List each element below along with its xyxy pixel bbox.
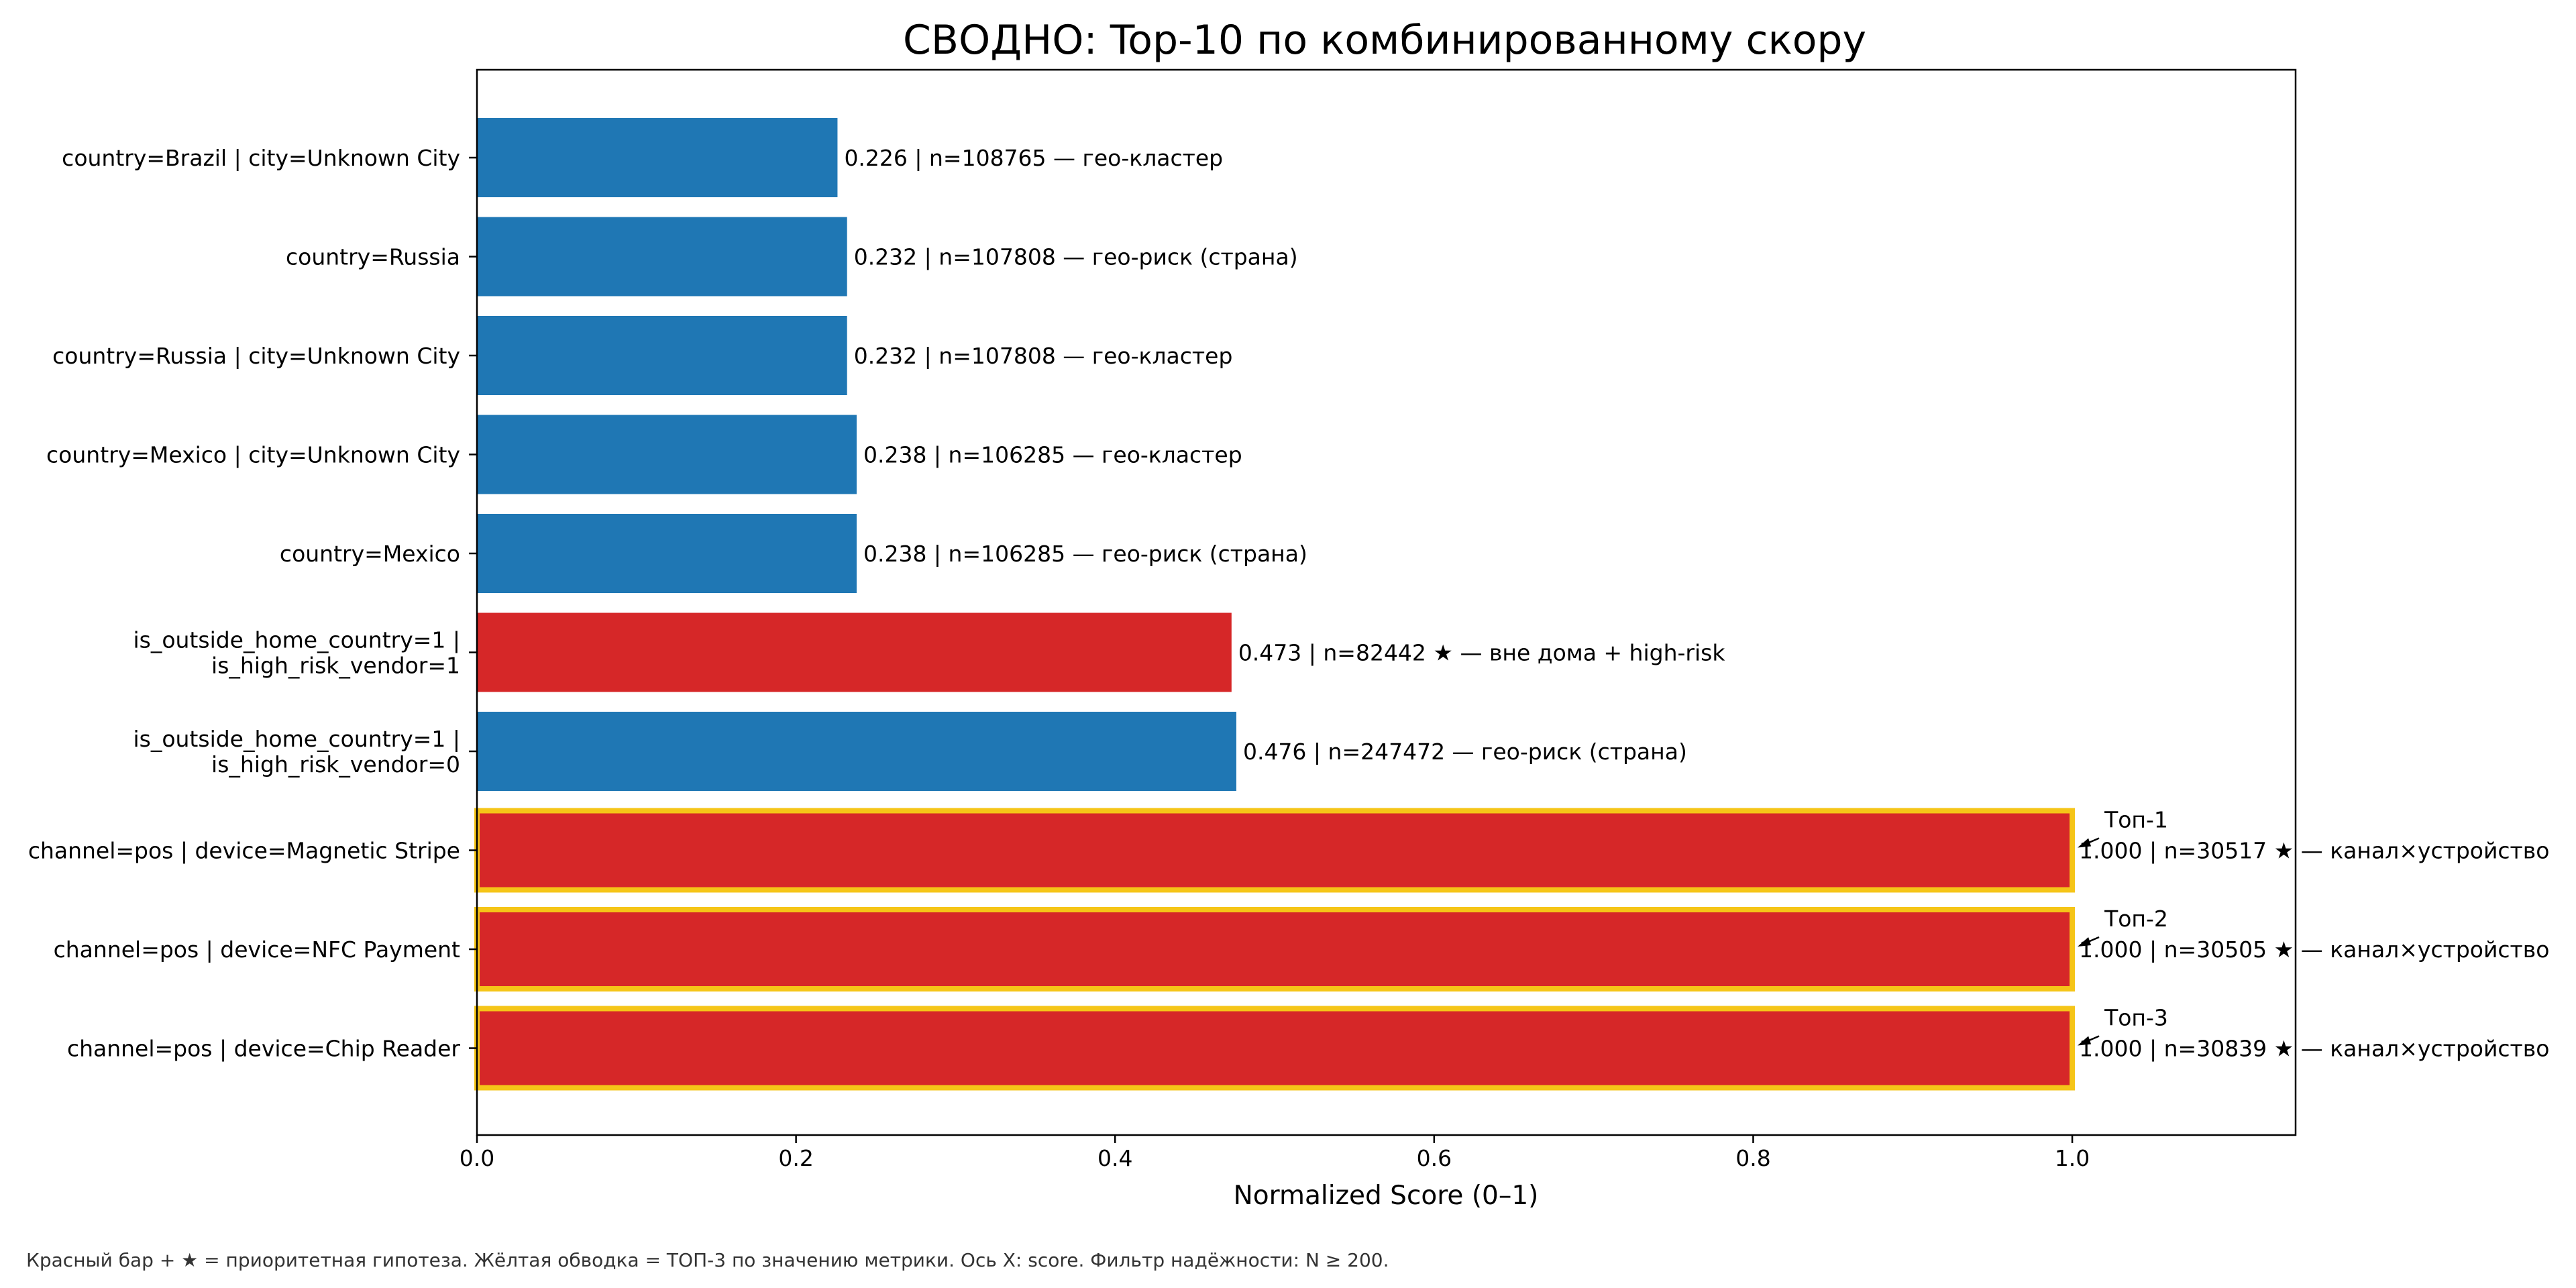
bar: [477, 612, 1232, 692]
y-tick-label: country=Russia: [286, 244, 460, 270]
y-tick-label: country=Russia | city=Unknown City: [52, 343, 460, 369]
x-tick-label: 0.4: [1097, 1145, 1132, 1171]
bar: [477, 118, 838, 197]
annotation-arrowhead: [2078, 838, 2092, 848]
y-tick-label: channel=pos | device=NFC Payment: [54, 936, 460, 963]
data-label: 1.000 | n=30517 ★ — канал×устройство: [2079, 838, 2549, 864]
x-tick-label: 0.2: [778, 1145, 813, 1171]
y-tick-label: is_outside_home_country=1 | is_high_risk_…: [133, 627, 460, 679]
y-tick-label: channel=pos | device=Chip Reader: [67, 1036, 460, 1062]
bar: [477, 217, 847, 297]
data-label: 0.473 | n=82442 ★ — вне дома + high-risk: [1238, 640, 1726, 666]
x-axis-label: Normalized Score (0–1): [1234, 1181, 1539, 1211]
y-tick-label: channel=pos | device=Magnetic Stripe: [28, 838, 460, 864]
top-annotation: Топ-2: [2104, 906, 2168, 932]
data-label: 0.232 | n=107808 — гео-кластер: [854, 343, 1233, 369]
annotation-arrowhead: [2078, 1036, 2092, 1046]
bar: [477, 514, 857, 593]
data-label: 0.238 | n=106285 — гео-кластер: [863, 442, 1242, 468]
data-label: 1.000 | n=30505 ★ — канал×устройство: [2079, 936, 2549, 963]
bar: [477, 415, 857, 494]
footnote: Красный бар + ★ = приоритетная гипотеза.…: [26, 1249, 1389, 1271]
chart-title: СВОДНО: Top-10 по комбинированному скору: [903, 17, 1866, 64]
bar: [477, 316, 847, 395]
bar: [477, 712, 1236, 791]
data-label: 0.238 | n=106285 — гео-риск (страна): [863, 541, 1307, 567]
y-tick-label: is_outside_home_country=1 | is_high_risk_…: [133, 726, 460, 777]
bar: [474, 1006, 2076, 1091]
top-annotation: Топ-3: [2104, 1005, 2168, 1031]
annotation-arrowhead: [2078, 937, 2092, 947]
data-label: 0.476 | n=247472 — гео-риск (страна): [1243, 739, 1687, 765]
plot-frame: [476, 68, 2297, 1136]
x-tick-label: 1.0: [2055, 1145, 2090, 1171]
top-annotation: Топ-1: [2104, 807, 2168, 833]
data-label: 1.000 | n=30839 ★ — канал×устройство: [2079, 1036, 2549, 1062]
y-tick-label: country=Mexico | city=Unknown City: [46, 442, 460, 468]
bar: [474, 808, 2076, 893]
y-tick-label: country=Mexico: [280, 541, 460, 567]
x-tick-label: 0.8: [1735, 1145, 1770, 1171]
x-tick-label: 0.0: [460, 1145, 494, 1171]
data-label: 0.232 | n=107808 — гео-риск (страна): [854, 244, 1298, 270]
bar: [474, 907, 2076, 991]
data-label: 0.226 | n=108765 — гео-кластер: [844, 145, 1223, 171]
x-tick-label: 0.6: [1417, 1145, 1452, 1171]
y-tick-label: country=Brazil | city=Unknown City: [62, 145, 460, 171]
